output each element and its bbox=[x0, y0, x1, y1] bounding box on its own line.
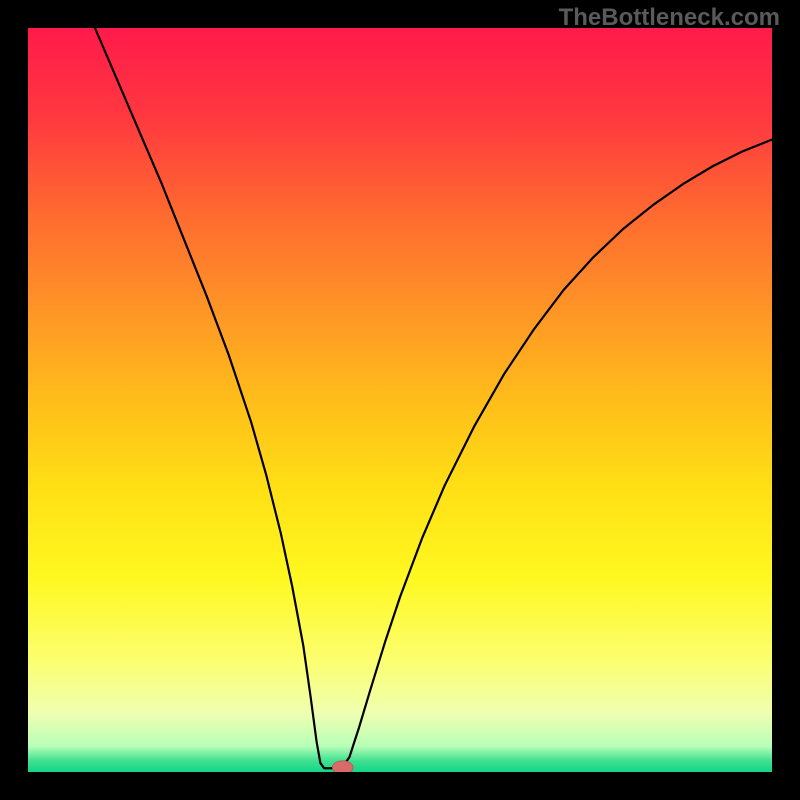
gradient-background bbox=[28, 28, 772, 772]
chart-svg bbox=[28, 28, 772, 772]
plot-area bbox=[28, 28, 772, 772]
watermark-text: TheBottleneck.com bbox=[559, 4, 780, 32]
chart-container: TheBottleneck.com bbox=[0, 0, 800, 800]
optimal-marker bbox=[332, 761, 353, 772]
